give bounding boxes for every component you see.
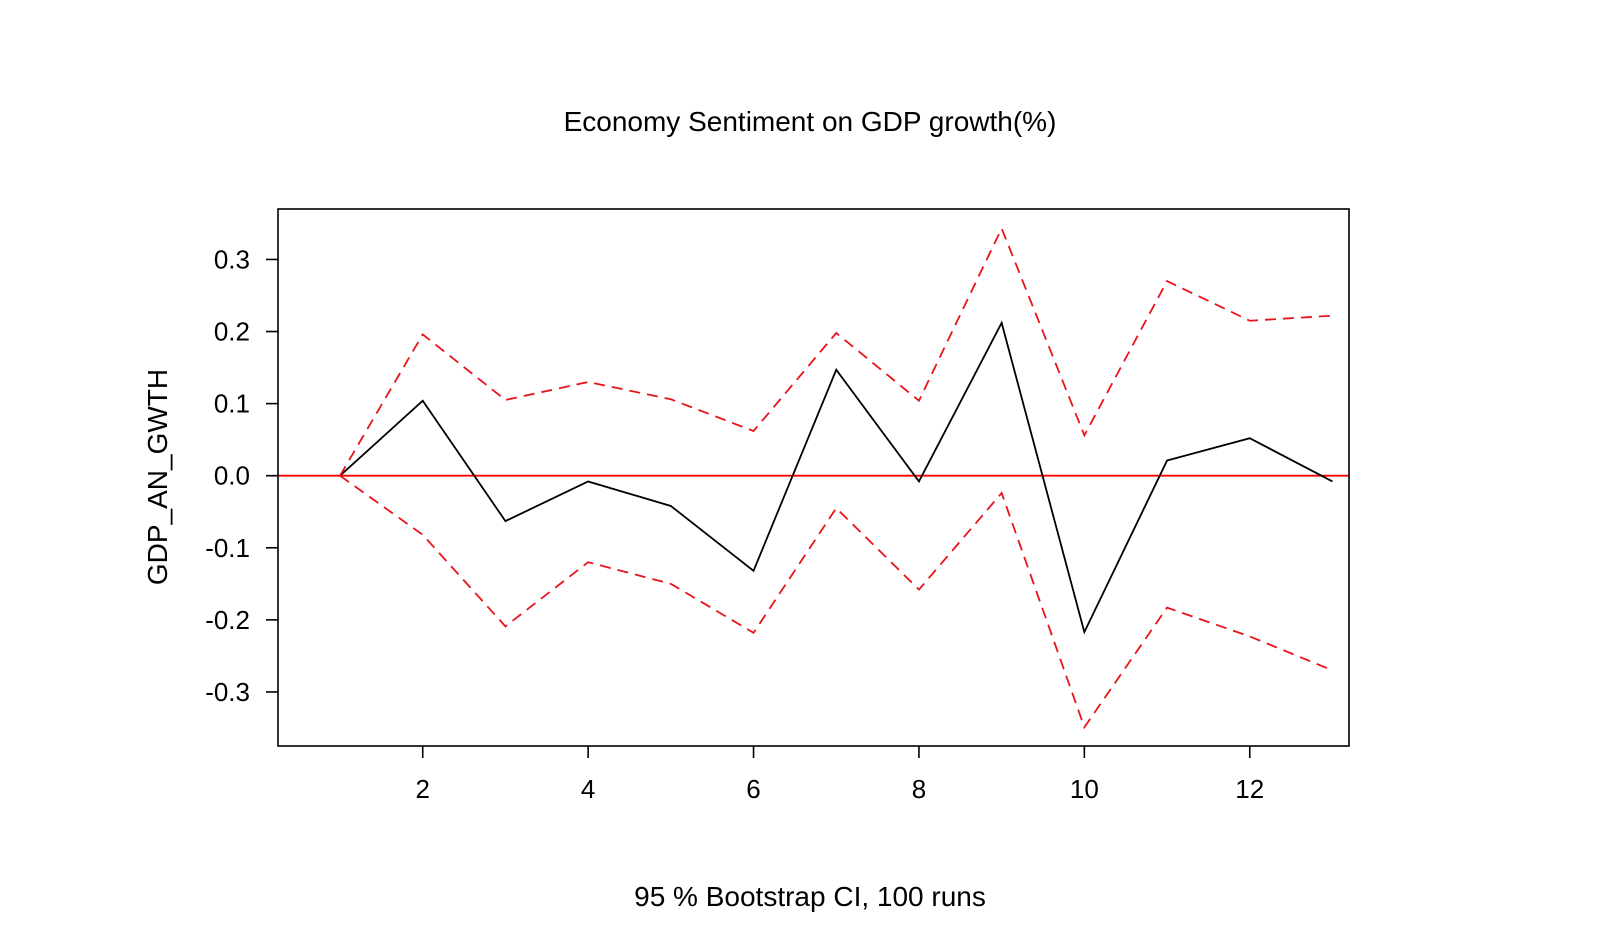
y-axis-label: GDP_AN_GWTH — [142, 369, 173, 585]
y-tick-label: -0.2 — [205, 605, 250, 635]
series-layer — [339, 226, 1333, 730]
x-axis-label: 95 % Bootstrap CI, 100 runs — [634, 881, 986, 912]
axis-layer: 2 4 6 8 10 12 -0.3 -0.2 -0.1 0.0 0.1 0.2 0.3 — [205, 244, 1264, 804]
y-tick-label: 0.0 — [214, 461, 250, 491]
y-tick-label: 0.2 — [214, 317, 250, 347]
lower-ci-line — [339, 474, 1333, 730]
plot-frame — [277, 208, 1350, 747]
chart-title: Economy Sentiment on GDP growth(%) — [564, 106, 1057, 137]
x-tick-label: 2 — [415, 774, 429, 804]
y-tick-label: -0.3 — [205, 677, 250, 707]
upper-ci-line — [339, 226, 1333, 477]
x-tick-label: 12 — [1235, 774, 1264, 804]
y-tick-label: 0.3 — [214, 244, 250, 274]
x-tick-label: 4 — [581, 774, 595, 804]
response-line — [339, 320, 1333, 635]
y-tick-label: -0.1 — [205, 533, 250, 563]
x-tick-label: 8 — [912, 774, 926, 804]
x-tick-label: 10 — [1070, 774, 1099, 804]
x-tick-label: 6 — [746, 774, 760, 804]
y-tick-label: 0.1 — [214, 389, 250, 419]
